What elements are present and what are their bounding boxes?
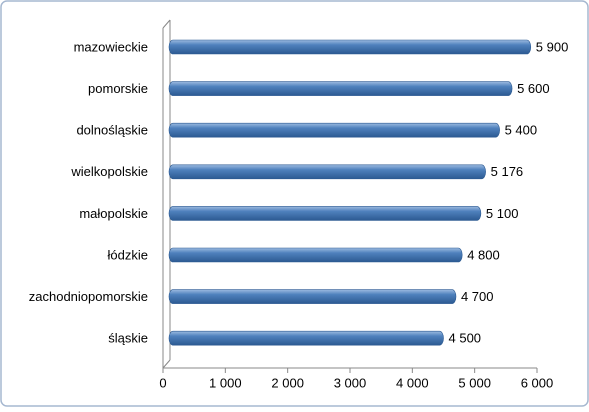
y-tick-label: pomorskie [88, 81, 148, 96]
bar [168, 122, 500, 138]
value-label: 5 400 [505, 123, 538, 138]
bar [168, 81, 513, 96]
x-tick-label: 3 000 [334, 375, 367, 390]
value-label: 4 700 [461, 289, 494, 304]
x-tick-label: 1 000 [209, 375, 242, 390]
value-label: 5 900 [536, 39, 569, 54]
y-tick-label: zachodniopomorskie [29, 289, 148, 304]
value-label: 4 800 [467, 247, 500, 262]
bar [168, 330, 444, 346]
bar [168, 206, 482, 221]
x-tick-label: 4 000 [396, 375, 429, 390]
bar [168, 247, 463, 263]
x-tick-label: 5 000 [458, 375, 491, 390]
value-label: 5 176 [491, 164, 524, 179]
bar [168, 39, 532, 55]
value-label: 5 600 [517, 81, 550, 96]
value-label: 4 500 [449, 331, 482, 346]
y-tick-label: wielkopolskie [70, 164, 148, 179]
y-tick-label: dolnośląskie [76, 123, 148, 138]
x-tick-label: 0 [159, 375, 166, 390]
bar [168, 289, 457, 304]
y-tick-label: małopolskie [79, 206, 148, 221]
value-label: 5 100 [486, 206, 519, 221]
y-tick-label: mazowieckie [74, 39, 148, 54]
y-tick-label: łódzkie [108, 247, 148, 262]
y-tick-label: śląskie [108, 331, 148, 346]
x-tick-label: 2 000 [271, 375, 304, 390]
bar [168, 164, 486, 180]
x-tick-label: 6 000 [521, 375, 554, 390]
